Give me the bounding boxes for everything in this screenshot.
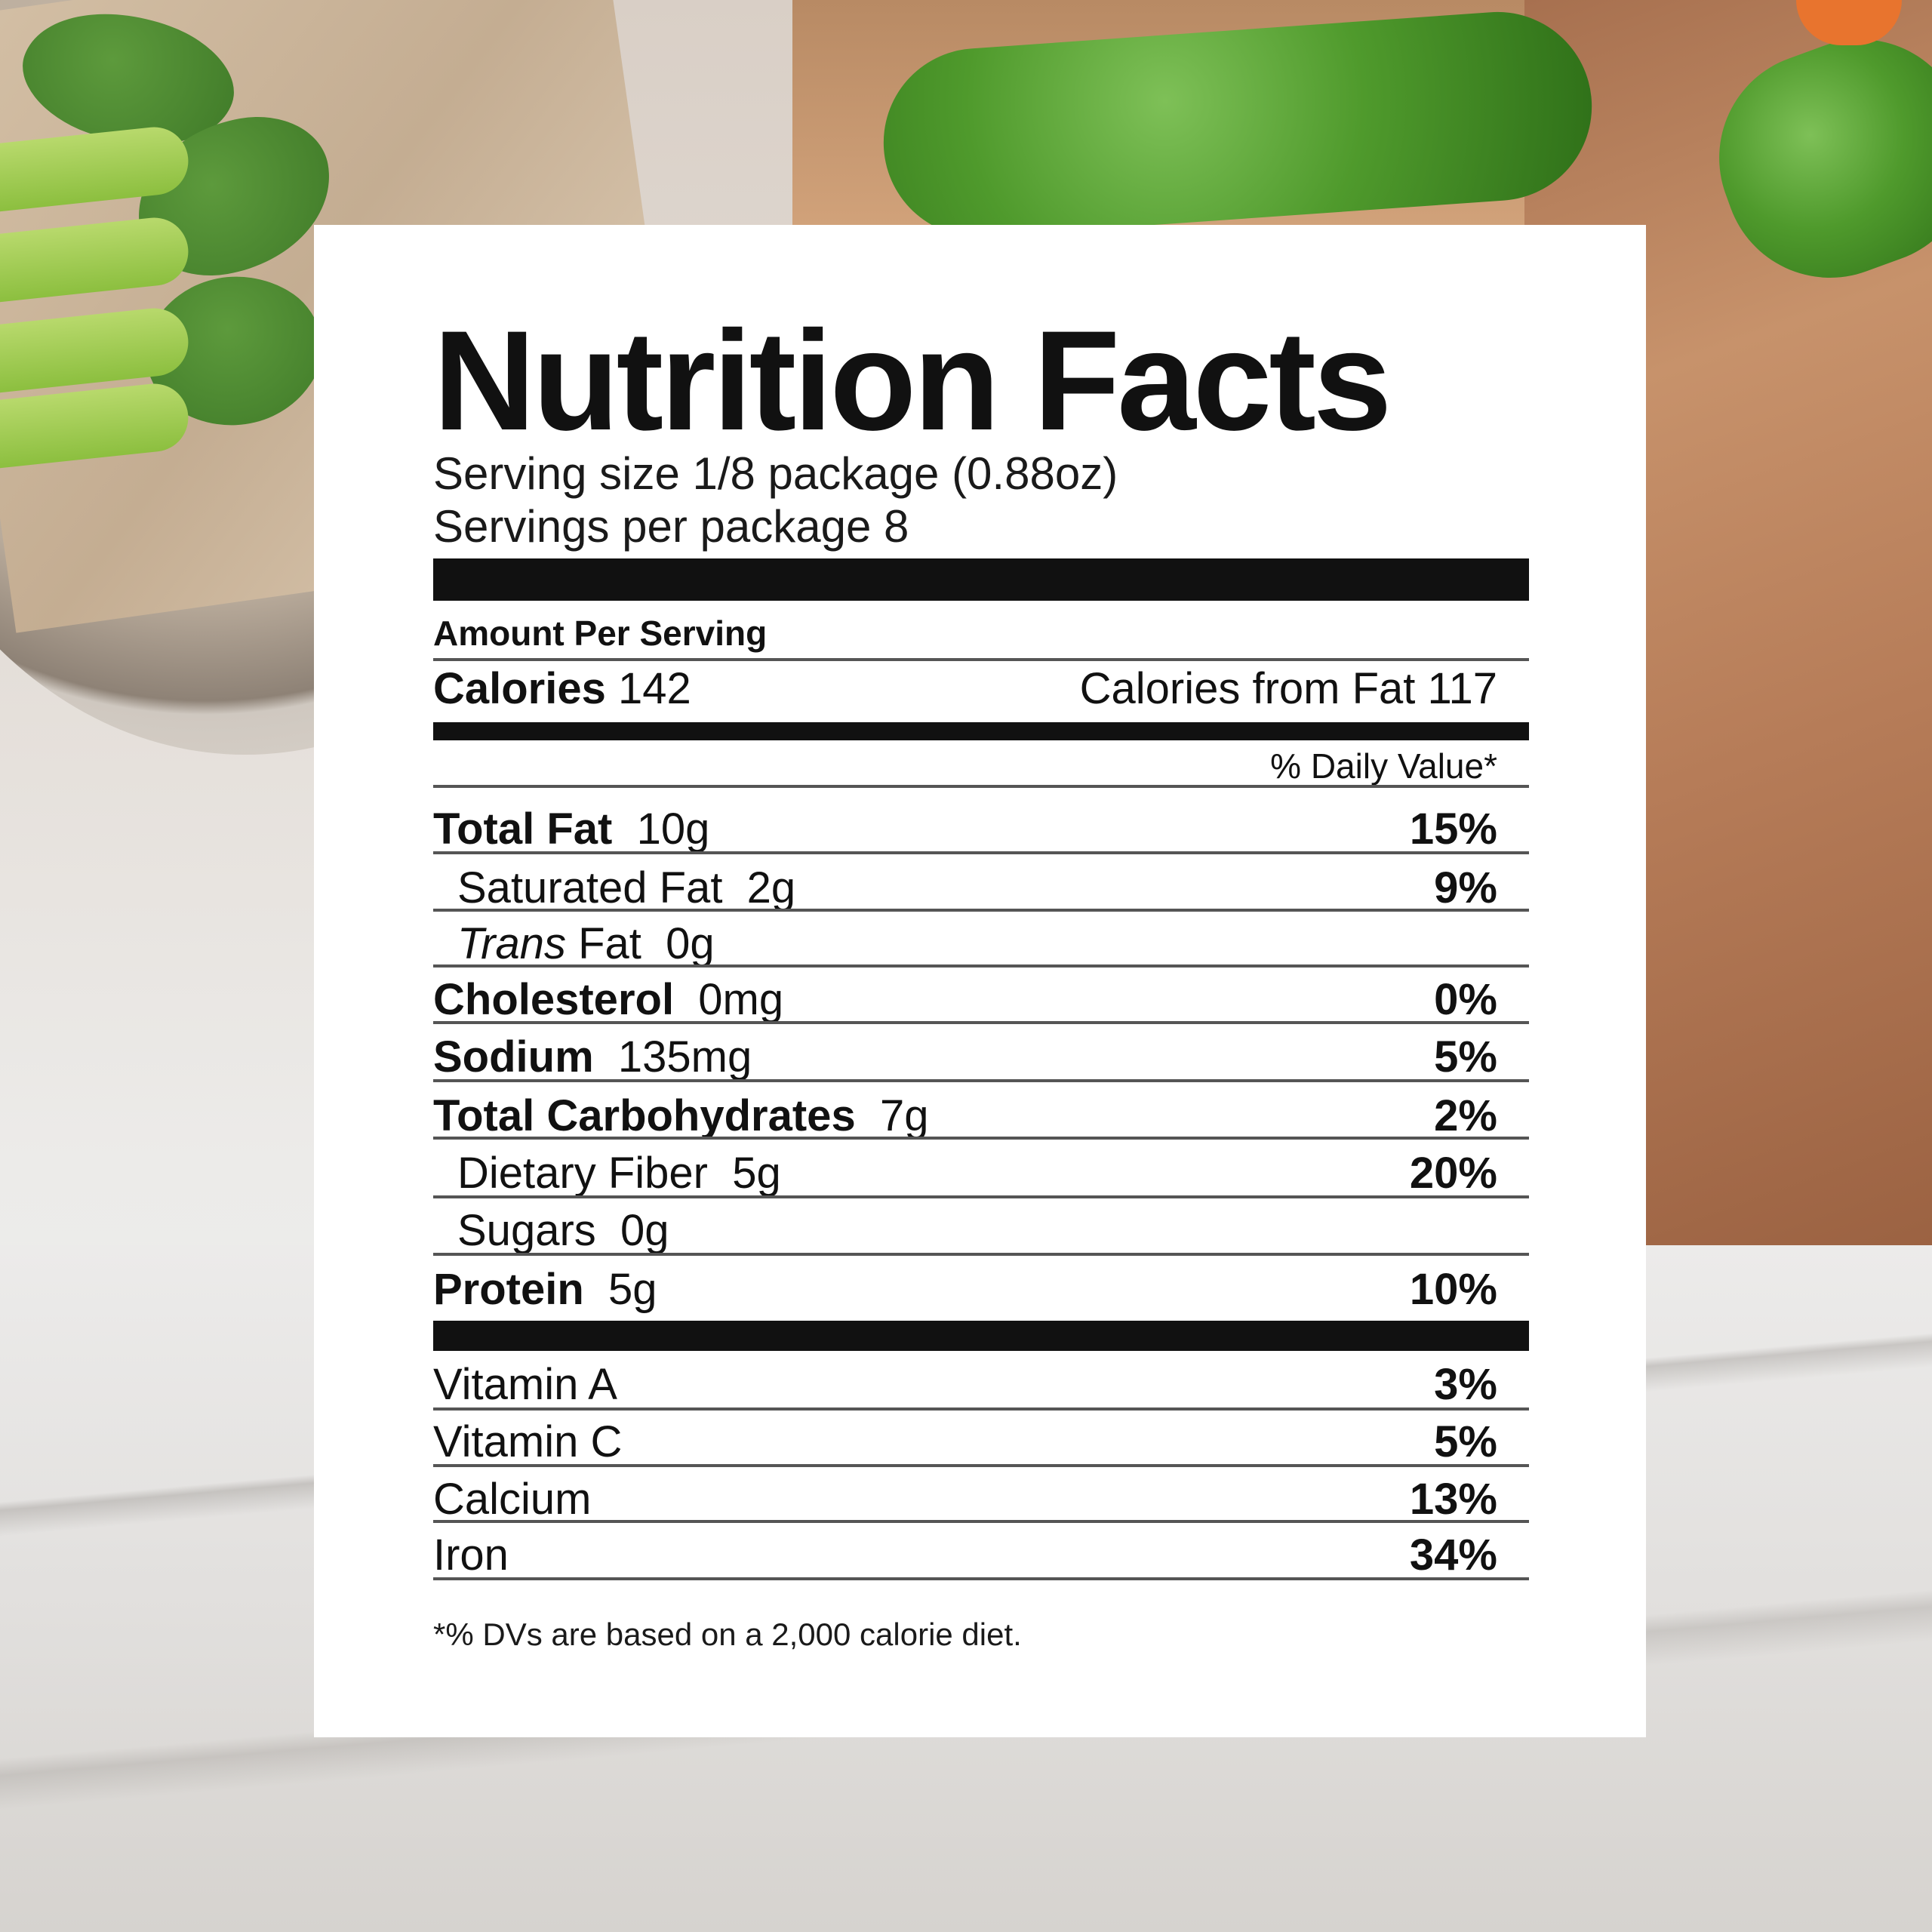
nutrient-name: Protein (433, 1265, 584, 1314)
nutrient-name: Cholesterol (433, 975, 675, 1024)
divider (433, 964, 1529, 968)
vitamin-dv: 13% (1409, 1475, 1497, 1524)
divider (433, 1464, 1529, 1467)
amount-per-serving-label: Amount Per Serving (433, 614, 768, 653)
divider (433, 1021, 1529, 1024)
nutrient-amount: 10g (636, 804, 710, 854)
vitamin-name: Vitamin A (433, 1360, 617, 1409)
thick-divider (433, 1321, 1529, 1351)
vitamin-dv: 5% (1434, 1417, 1497, 1466)
nutrient-amount: 0mg (698, 975, 784, 1024)
nutrient-dv: 15% (1409, 804, 1497, 854)
nutrient-amount: 2g (746, 863, 796, 912)
nutrient-dv: 5% (1434, 1032, 1497, 1081)
nutrient-name: Sodium (433, 1032, 594, 1081)
nutrient-dv: 0% (1434, 975, 1497, 1024)
divider (433, 1407, 1529, 1411)
nutrient-name: Fat (578, 919, 641, 968)
divider (433, 1079, 1529, 1082)
divider (433, 1137, 1529, 1140)
nutrient-amount: 0g (620, 1206, 669, 1255)
divider (433, 1577, 1529, 1580)
servings-per-package: Servings per package 8 (433, 501, 909, 552)
divider (433, 658, 1529, 661)
thick-divider (433, 558, 1529, 601)
divider (433, 785, 1529, 788)
vitamin-name: Iron (433, 1531, 509, 1580)
divider (433, 851, 1529, 854)
footnote: *% DVs are based on a 2,000 calorie diet… (433, 1617, 1022, 1652)
medium-divider (433, 722, 1529, 740)
nutrition-label-card (314, 225, 1646, 1737)
nutrient-dv: 2% (1434, 1091, 1497, 1140)
nutrient-amount: 5g (732, 1149, 781, 1198)
calories-from-fat: Calories from Fat 117 (1079, 664, 1497, 713)
nutrient-dv: 20% (1409, 1149, 1497, 1198)
divider (433, 1253, 1529, 1256)
vitamin-name: Calcium (433, 1475, 592, 1524)
calories-label: Calories (433, 664, 606, 713)
nutrient-name: Sugars (457, 1206, 596, 1255)
nutrient-amount: 7g (879, 1091, 929, 1140)
label-title: Nutrition Facts (433, 301, 1392, 460)
divider (433, 1195, 1529, 1198)
nutrient-name-italic: Trans (457, 919, 566, 968)
serving-size: Serving size 1/8 package (0.88oz) (433, 448, 1118, 499)
vitamin-name: Vitamin C (433, 1417, 623, 1466)
nutrient-amount: 0g (666, 919, 715, 968)
nutrient-amount: 135mg (617, 1032, 752, 1081)
nutrient-name: Dietary Fiber (457, 1149, 708, 1198)
nutrient-amount: 5g (608, 1265, 657, 1314)
divider (433, 909, 1529, 912)
nutrient-dv: 9% (1434, 863, 1497, 912)
divider (433, 1520, 1529, 1523)
vitamin-dv: 3% (1434, 1360, 1497, 1409)
nutrient-dv: 10% (1409, 1265, 1497, 1314)
nutrient-name: Total Carbohydrates (433, 1091, 856, 1140)
nutrient-name: Saturated Fat (457, 863, 723, 912)
nutrient-name: Total Fat (433, 804, 613, 854)
vitamin-dv: 34% (1409, 1531, 1497, 1580)
calories-value: 142 (618, 664, 691, 713)
daily-value-header: % Daily Value* (1270, 746, 1497, 786)
